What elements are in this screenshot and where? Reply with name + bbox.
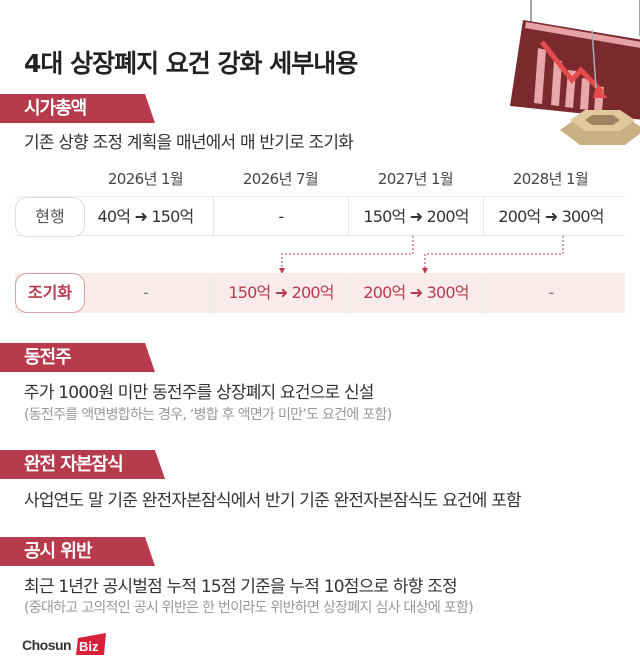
section-text: 주가 1000원 미만 동전주를 상장폐지 요건으로 신설 [24,383,374,403]
section-note: (중대하고 고의적인 공시 위반은 한 번이라도 위반하면 상장폐지 심사 대상… [24,600,474,616]
table-cell: - [213,197,348,237]
section-text: 사업연도 말 기준 완전자본잠식에서 반기 기준 완전자본잠식도 요건에 포함 [24,491,522,511]
section-text: 최근 1년간 공시벌점 누적 15점 기준을 누적 10점으로 하향 조정 [24,577,458,597]
svg-text:Chosun: Chosun [22,637,71,653]
table-cell: 150억 ➜ 200억 [213,273,348,313]
section-text: 기존 상향 조정 계획을 매년에서 매 반기로 조기화 [24,133,354,153]
chosunbiz-logo: Chosun Biz [22,633,106,655]
column-header: 2028년 1월 [512,170,589,188]
section-header-capital-erosion: 완전 자본잠식 [0,450,165,479]
row-label-accelerated: 조기화 [15,273,85,313]
column-header: 2026년 7월 [242,170,319,188]
table-cell: - [483,273,618,313]
table-cell: 200억 ➜ 300억 [483,197,618,237]
table-row-current: 40억 ➜ 150억 - 150억 ➜ 200억 200억 ➜ 300억 현행 [15,196,625,237]
dotted-arrows [279,236,564,274]
table-cell: - [143,283,149,302]
table-cell: 40억 ➜ 150억 [97,207,195,226]
column-header: 2026년 1월 [107,170,184,188]
row-label-current: 현행 [15,197,85,237]
page-title: 4대 상장폐지 요건 강화 세부내용 [24,49,358,78]
column-header: 2027년 1월 [377,170,454,188]
section-header-disclosure: 공시 위반 [0,537,155,566]
section-header-market-cap: 시가총액 [0,94,155,123]
table-row-accelerated: - 150억 ➜ 200억 200억 ➜ 300억 - 조기화 [15,273,625,313]
table-cell: 150억 ➜ 200억 [348,197,483,237]
falling-chart-illustration [510,0,640,145]
section-header-penny-stock: 동전주 [0,343,155,372]
section-note: (동전주를 액면병합하는 경우, ‘병합 후 액면가 미만’도 요건에 포함) [24,407,392,423]
svg-text:Biz: Biz [79,639,99,654]
table-cell: 200억 ➜ 300억 [348,273,483,313]
